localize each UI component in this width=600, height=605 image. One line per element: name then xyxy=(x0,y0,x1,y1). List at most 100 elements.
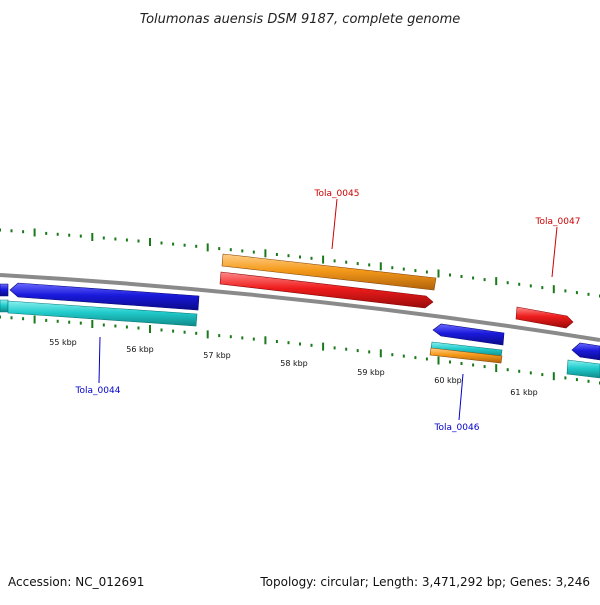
inner-tick-mark xyxy=(218,334,221,338)
gene-label-tola-0046[interactable]: Tola_0046 xyxy=(434,423,480,433)
gene-label-tola-0047[interactable]: Tola_0047 xyxy=(535,217,581,227)
inner-tick-mark xyxy=(483,365,486,369)
inner-tick-mark xyxy=(575,378,578,382)
inner-tick-mark xyxy=(414,356,417,360)
outer-tick-mark xyxy=(425,270,428,274)
inner-tick-mark xyxy=(333,346,336,350)
outer-tick-mark xyxy=(287,254,290,258)
inner-tick-mark xyxy=(460,362,463,365)
outer-tick-mark xyxy=(137,239,140,243)
genome-backbone xyxy=(0,273,600,342)
outer-tick-mark xyxy=(172,242,175,246)
outer-tick-mark xyxy=(379,262,382,271)
inner-tick-mark xyxy=(125,325,128,329)
outer-tick-mark xyxy=(518,282,521,286)
inner-tick-mark xyxy=(22,317,25,321)
inner-tick-mark xyxy=(529,371,532,375)
inner-tick-mark xyxy=(275,340,278,343)
outer-tick-mark xyxy=(149,238,151,246)
cds-feature-tola-0046[interactable] xyxy=(432,323,505,346)
gene-labels: Tola_0044 Tola_0045 Tola_0046 Tola_0047 xyxy=(75,189,581,433)
genome-title: Tolumonas auensis DSM 9187, complete gen… xyxy=(140,12,461,27)
inner-tick-mark xyxy=(379,349,382,358)
outer-tick-mark xyxy=(310,256,313,260)
inner-tick-mark xyxy=(149,325,151,333)
outer-tick-mark xyxy=(322,255,325,264)
outer-tick-mark xyxy=(356,262,359,266)
inner-tick-mark xyxy=(91,320,94,328)
inner-tick-mark xyxy=(172,329,175,333)
position-label: 56 kbp xyxy=(126,345,154,354)
outer-tick-mark xyxy=(437,269,440,278)
outer-tick-mark xyxy=(275,253,278,256)
outer-tick-mark xyxy=(160,241,163,245)
outer-tick-mark xyxy=(402,267,405,271)
inner-tick-mark xyxy=(68,320,71,324)
inner-tick-mark xyxy=(425,357,428,361)
outer-tick-mark xyxy=(345,260,348,264)
accession-text: Accession: NC_012691 xyxy=(8,575,144,589)
inner-tick-mark xyxy=(299,342,301,346)
outer-tick-mark xyxy=(264,249,267,258)
outer-tick-mark xyxy=(483,278,486,282)
outer-tick-mark xyxy=(391,266,394,270)
inner-tick-mark xyxy=(310,343,313,347)
outer-tick-mark xyxy=(56,232,59,236)
gene-feature-tola-0046[interactable] xyxy=(429,347,503,364)
inner-tick-mark xyxy=(241,336,244,340)
cds-feature-right-partial[interactable] xyxy=(571,342,600,361)
outer-tick-mark xyxy=(414,269,417,273)
outer-tick-mark xyxy=(449,273,451,277)
inner-tick-mark xyxy=(518,369,521,373)
outer-tick-mark xyxy=(472,276,475,280)
position-label: 55 kbp xyxy=(49,338,77,347)
inner-tick-mark xyxy=(345,347,348,351)
inner-tick-mark xyxy=(206,330,209,339)
inner-tick-mark xyxy=(102,323,105,327)
cds-feature-left-stub-cyan[interactable] xyxy=(0,299,9,313)
outer-tick-mark xyxy=(68,233,71,237)
inner-tick-mark xyxy=(356,349,359,353)
outer-tick-mark xyxy=(299,255,301,259)
leader-line-tola-0044 xyxy=(98,336,101,384)
cds-feature-tola-0047[interactable] xyxy=(515,306,574,329)
inner-tick-mark xyxy=(402,354,405,358)
gene-label-tola-0045[interactable]: Tola_0045 xyxy=(314,189,360,199)
gene-feature-right-partial[interactable] xyxy=(566,359,600,379)
inner-tick-mark xyxy=(0,315,1,319)
outer-tick-mark xyxy=(333,259,336,263)
leader-line-tola-0045 xyxy=(331,198,338,250)
inner-tick-mark xyxy=(368,350,371,354)
outer-tick-mark xyxy=(552,285,555,294)
gene-feature-tola-0045[interactable] xyxy=(221,253,437,291)
outer-tick-mark xyxy=(587,292,590,296)
feature-track xyxy=(0,253,600,379)
inner-tick-mark xyxy=(322,342,325,351)
inner-tick-mark xyxy=(506,368,509,372)
inner-tick-mark xyxy=(79,321,82,325)
outer-tick-mark xyxy=(33,228,36,237)
leader-line-tola-0047 xyxy=(551,226,558,278)
inner-tick-mark xyxy=(564,376,567,380)
outer-tick-mark xyxy=(206,243,209,252)
gene-label-tola-0044[interactable]: Tola_0044 xyxy=(75,386,121,396)
position-labels: 55 kbp 56 kbp 57 kbp 58 kbp 59 kbp 60 kb… xyxy=(49,338,538,397)
inner-tick-mark xyxy=(449,360,451,364)
position-label: 61 kbp xyxy=(510,388,538,397)
cds-feature-tola-0045[interactable] xyxy=(219,271,434,309)
outer-tick-mark xyxy=(564,289,567,293)
outer-tick-mark xyxy=(45,231,48,235)
outer-tick-mark xyxy=(195,244,198,248)
outer-tick-mark xyxy=(241,249,244,253)
cds-feature-left-stub[interactable] xyxy=(0,283,9,297)
cds-feature-tola-0044[interactable] xyxy=(9,282,200,311)
outer-tick-mark xyxy=(102,236,105,240)
inner-tick-mark xyxy=(472,363,475,367)
outer-tick-mark xyxy=(114,237,117,241)
inner-tick-mark xyxy=(160,328,163,332)
inner-tick-mark xyxy=(252,337,255,341)
inner-tick-mark xyxy=(264,336,267,345)
outer-tick-mark xyxy=(368,263,371,267)
gene-feature-tola-0044[interactable] xyxy=(7,300,198,327)
